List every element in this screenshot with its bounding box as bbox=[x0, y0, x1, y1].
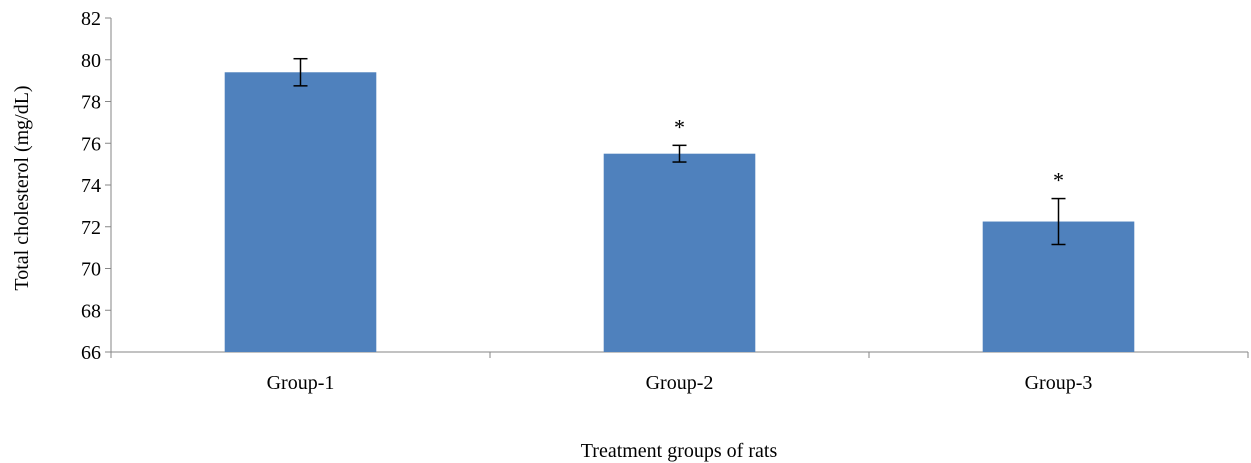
y-tick-label: 80 bbox=[81, 50, 101, 72]
y-tick-label: 76 bbox=[81, 133, 101, 155]
y-tick-label: 74 bbox=[81, 175, 101, 197]
error-bars bbox=[293, 57, 1066, 246]
significance-asterisk: * bbox=[1053, 168, 1064, 193]
y-tick-label: 66 bbox=[81, 342, 101, 364]
y-tick-label: 70 bbox=[81, 259, 101, 281]
x-tick-label: Group-2 bbox=[646, 372, 714, 394]
y-tick-label: 82 bbox=[81, 8, 101, 30]
y-axis: 66 68 70 72 74 76 78 80 82 bbox=[81, 8, 112, 364]
x-axis-title: Treatment groups of rats bbox=[581, 440, 778, 462]
bar bbox=[224, 72, 377, 353]
y-tick-label: 68 bbox=[81, 300, 101, 322]
y-tick-label: 72 bbox=[81, 217, 101, 239]
x-tick-label: Group-1 bbox=[267, 372, 335, 394]
x-axis bbox=[110, 351, 1249, 358]
bar bbox=[603, 153, 756, 352]
bars bbox=[224, 72, 1135, 353]
significance-marks: ** bbox=[674, 114, 1064, 192]
y-axis-title: Total cholesterol (mg/dL) bbox=[11, 85, 33, 290]
category-labels: Group-1 Group-2 Group-3 bbox=[267, 372, 1093, 394]
x-tick-label: Group-3 bbox=[1025, 372, 1093, 394]
significance-asterisk: * bbox=[674, 114, 685, 139]
y-tick-label: 78 bbox=[81, 92, 101, 114]
